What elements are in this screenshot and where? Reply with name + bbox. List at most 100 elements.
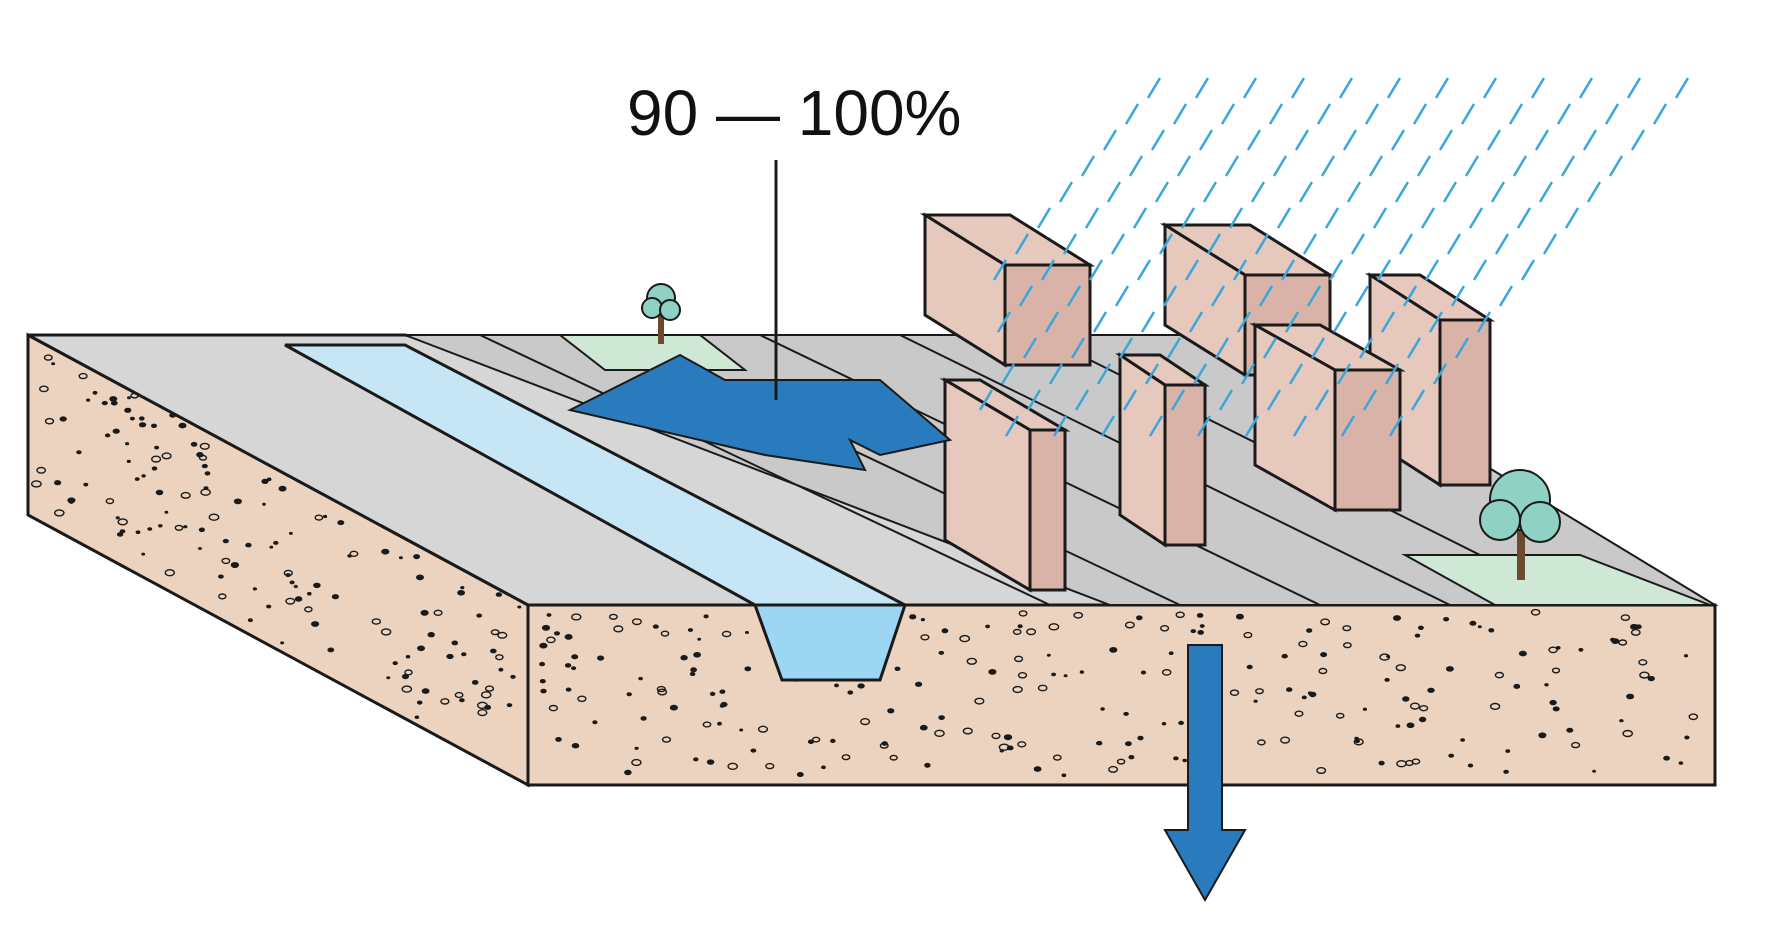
soil-particle (571, 743, 580, 749)
rain-streak (1446, 233, 1462, 255)
rain-streak (1268, 103, 1284, 125)
soil-particle (110, 400, 118, 406)
soil-particle (278, 485, 287, 492)
rain-streak (1036, 207, 1052, 229)
rain-streak (1018, 285, 1034, 307)
soil-particle (938, 650, 945, 655)
rain-streak (1246, 129, 1262, 151)
soil-particle (1159, 625, 1170, 632)
rain-streak (1048, 363, 1064, 385)
soil-particle (1647, 675, 1656, 682)
soil-particle (261, 478, 269, 484)
soil-particle (285, 597, 296, 605)
soil-particle (750, 748, 757, 753)
soil-particle (44, 417, 55, 425)
soil-particle (1140, 670, 1147, 675)
soil-particle (626, 692, 632, 697)
soil-particle (1639, 671, 1650, 679)
soil-particle (454, 691, 464, 699)
building-icon (1249, 322, 1406, 513)
rain-streak (1154, 181, 1170, 203)
soil-particle (894, 666, 901, 671)
soil-particle (571, 654, 579, 660)
soil-particle (554, 631, 561, 636)
rain-streak (1652, 103, 1668, 125)
rain-streak (1310, 337, 1326, 359)
soil-particle (1395, 724, 1401, 728)
rain-streak (1626, 77, 1642, 99)
soil-particle (1128, 755, 1135, 760)
rain-streak (1292, 415, 1308, 437)
soil-particle (1199, 624, 1205, 628)
rain-streak (1136, 259, 1152, 281)
soil-particle (208, 513, 220, 521)
soil-particle (54, 509, 65, 517)
soil-particle (1395, 664, 1407, 672)
soil-particle (446, 653, 454, 660)
soil-particle (1235, 613, 1244, 620)
soil-particle (1566, 727, 1574, 733)
soil-particle (1298, 640, 1308, 648)
rain-streak (1022, 337, 1038, 359)
soil-particle (217, 574, 224, 579)
soil-particle (104, 433, 111, 438)
rain-streak (1314, 389, 1330, 411)
rain-streak (1044, 311, 1060, 333)
soil-particle (198, 527, 206, 533)
soil-particle (540, 688, 547, 694)
soil-particle (1017, 672, 1028, 679)
soil-particle (266, 604, 272, 609)
rain-streak (1368, 155, 1384, 177)
soil-particle (155, 489, 164, 496)
soil-particle (1548, 646, 1558, 654)
soil-particle (1620, 614, 1631, 621)
soil-particle (613, 625, 624, 633)
rain-streak (1262, 337, 1278, 359)
soil-particle (280, 641, 285, 645)
soil-particle (765, 762, 775, 770)
rain-streak (1158, 233, 1174, 255)
rain-streak (1362, 389, 1378, 411)
soil-particle (821, 765, 826, 770)
soil-particle (266, 477, 272, 482)
rain-streak (992, 259, 1008, 281)
soil-particle (1626, 693, 1635, 700)
soil-particle (117, 518, 128, 526)
soil-particle (204, 471, 211, 476)
rain-streak (1140, 311, 1156, 333)
soil-particle (1279, 736, 1291, 744)
rain-streak (978, 389, 994, 411)
building-icon (1115, 352, 1210, 548)
soil-particle (991, 732, 1001, 740)
rain-streak (1092, 311, 1108, 333)
soil-particle (1253, 699, 1258, 703)
soil-particle (1427, 687, 1435, 693)
soil-particle (1551, 667, 1561, 674)
soil-particle (702, 721, 712, 728)
soil-particle (386, 676, 391, 680)
soil-particle (381, 548, 390, 555)
soil-particle (1281, 653, 1288, 659)
soil-particle (222, 538, 229, 544)
soil-particle (546, 636, 556, 644)
soil-particle (495, 592, 503, 597)
soil-particle (83, 482, 89, 487)
rain-streak (1146, 77, 1162, 99)
soil-particle (1392, 615, 1402, 621)
soil-particle (1619, 719, 1624, 723)
soil-particle (1168, 651, 1174, 656)
soil-particle (221, 557, 231, 565)
soil-particle (154, 445, 160, 450)
soil-particle (129, 416, 135, 421)
soil-particle (1306, 628, 1313, 633)
soil-particle (1638, 659, 1648, 666)
soil-particle (1683, 654, 1689, 658)
rain-streak (1556, 103, 1572, 125)
soil-particle (484, 685, 495, 692)
soil-particle (200, 488, 211, 496)
soil-particle (141, 474, 146, 478)
soil-particle (293, 584, 298, 589)
rain-streak (1482, 77, 1498, 99)
rain-streak (1162, 285, 1178, 307)
